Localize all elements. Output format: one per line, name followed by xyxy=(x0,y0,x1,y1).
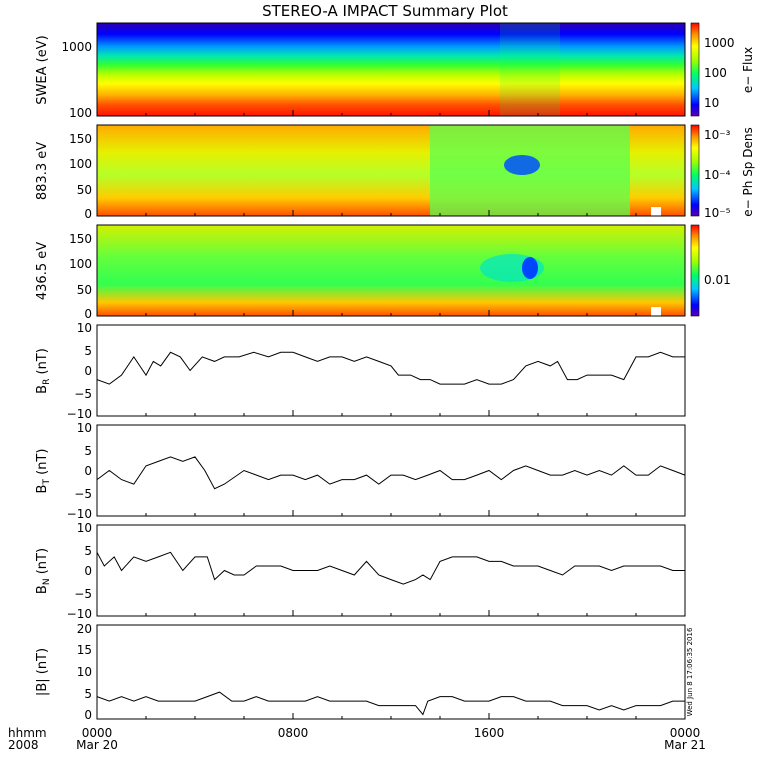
b-r-ytick: 10 xyxy=(77,321,92,335)
swea-spectrogram xyxy=(97,23,685,116)
b-t-series xyxy=(96,456,686,490)
b-t-ytick: −10 xyxy=(67,507,92,521)
b-n-ytick: −10 xyxy=(67,607,92,621)
pad-436-spectrogram xyxy=(97,225,685,316)
pad-436-ytick: 100 xyxy=(69,257,92,271)
b-r-ytick: −5 xyxy=(74,387,92,401)
swea-ytick: 1000 xyxy=(61,40,92,54)
b-n-ytick: 10 xyxy=(77,521,92,535)
swea-cbar-label: e− Flux xyxy=(741,47,755,93)
b-n-ytick: 0 xyxy=(84,564,92,578)
b-n-ytick: 5 xyxy=(84,544,92,558)
pad-436-ylabel: 436.5 eV xyxy=(35,242,50,300)
swea-ytick: 100 xyxy=(69,106,92,120)
panel-pad-436: 436.5 eV 150 100 50 0 0.01 xyxy=(35,224,731,321)
pad-883-ylabel: 883.3 eV xyxy=(35,142,50,200)
b-t-ytick: 10 xyxy=(77,421,92,435)
pad-883-colorbar xyxy=(690,124,700,217)
swea-ylabel: SWEA (eV) xyxy=(35,35,50,104)
b-r-ytick: 0 xyxy=(84,364,92,378)
b-r-series xyxy=(96,351,685,385)
b-t-ytick: 5 xyxy=(84,444,92,458)
panel-frame xyxy=(96,324,686,417)
b-n-ytick: −5 xyxy=(74,587,92,601)
swea-colorbar xyxy=(690,22,700,117)
timestamp-stamp: Wed Jun 8 17:06:35 2016 xyxy=(686,627,694,716)
time-row2-label: 2008 xyxy=(8,738,39,752)
panel-swea: SWEA (eV) 1000 100 1000 100 10 e− Flux xyxy=(35,22,755,120)
b-mag-ytick: 20 xyxy=(77,622,92,636)
panel-b-r: BR (nT) 10 5 0 −5 −10 xyxy=(35,321,686,421)
b-r-ytick: −10 xyxy=(67,407,92,421)
swea-dip-band xyxy=(500,23,560,116)
panel-frame xyxy=(96,424,686,517)
pad-883-cbar-tick: 10⁻⁵ xyxy=(704,206,731,220)
b-r-ylabel: BR (nT) xyxy=(35,348,52,394)
time-tick-label: 0000 xyxy=(670,726,701,740)
b-t-ytick: 0 xyxy=(84,464,92,478)
pad-436-ytick: 50 xyxy=(77,283,92,297)
time-tick-label: 0800 xyxy=(278,726,309,740)
b-t-ytick: −5 xyxy=(74,487,92,501)
pad-436-gap xyxy=(651,307,661,316)
b-mag-ylabel: |B| (nT) xyxy=(35,648,50,696)
swea-cbar-tick: 1000 xyxy=(704,36,735,50)
pad-883-cbar-tick: 10⁻³ xyxy=(704,128,731,142)
panel-b-t: BT (nT) 10 5 0 −5 −10 xyxy=(35,421,686,521)
swea-cbar-tick: 10 xyxy=(704,96,719,110)
time-row1-label: hhmm xyxy=(8,726,47,740)
panel-b-n: BN (nT) 10 5 0 −5 −10 xyxy=(35,521,686,621)
pad-883-dropout xyxy=(504,155,540,175)
b-n-series xyxy=(96,551,685,585)
pad-883-ytick: 0 xyxy=(84,207,92,221)
time-tick-date: Mar 21 xyxy=(664,738,706,752)
series-layer xyxy=(96,351,686,716)
b-mag-ytick: 0 xyxy=(84,708,92,722)
pad-883-ytick: 100 xyxy=(69,157,92,171)
pad-436-dropout xyxy=(522,257,538,279)
b-r-ytick: 5 xyxy=(84,344,92,358)
swea-cbar-tick: 100 xyxy=(704,66,727,80)
time-tick-date: Mar 20 xyxy=(76,738,118,752)
time-axis: hhmm 2008 0000 Mar 20 0800 1600 0000 Mar… xyxy=(8,726,706,752)
b-mag-ytick: 15 xyxy=(77,643,92,657)
b-mag-ytick: 5 xyxy=(84,687,92,701)
pad-436-colorbar xyxy=(690,224,700,317)
panel-frame xyxy=(96,624,686,720)
pad-436-cbar-tick: 0.01 xyxy=(704,273,731,287)
pad-883-ytick: 50 xyxy=(77,183,92,197)
b-n-ylabel: BN (nT) xyxy=(35,548,52,594)
panel-frame xyxy=(96,524,686,617)
panel-pad-883: 883.3 eV 150 100 50 0 10⁻³ 10⁻⁴ 10⁻⁵ e− … xyxy=(35,124,755,221)
panel-b-mag: |B| (nT) 20 15 10 5 0 Wed Jun 8 17:06:35… xyxy=(35,622,694,722)
b-mag-series xyxy=(96,691,685,716)
plot-title: STEREO-A IMPACT Summary Plot xyxy=(262,2,508,20)
pad-436-ytick: 0 xyxy=(84,307,92,321)
pad-883-cbar-tick: 10⁻⁴ xyxy=(704,168,731,182)
time-ticks xyxy=(96,110,686,719)
pad-883-ytick: 150 xyxy=(69,132,92,146)
pad-883-cbar-label: e− Ph Sp Dens xyxy=(741,127,755,216)
b-t-ylabel: BT (nT) xyxy=(35,449,52,494)
b-mag-ytick: 10 xyxy=(77,665,92,679)
time-tick-label: 1600 xyxy=(474,726,505,740)
time-tick-label: 0000 xyxy=(82,726,113,740)
pad-883-gap xyxy=(651,207,661,216)
pad-436-ytick: 150 xyxy=(69,232,92,246)
